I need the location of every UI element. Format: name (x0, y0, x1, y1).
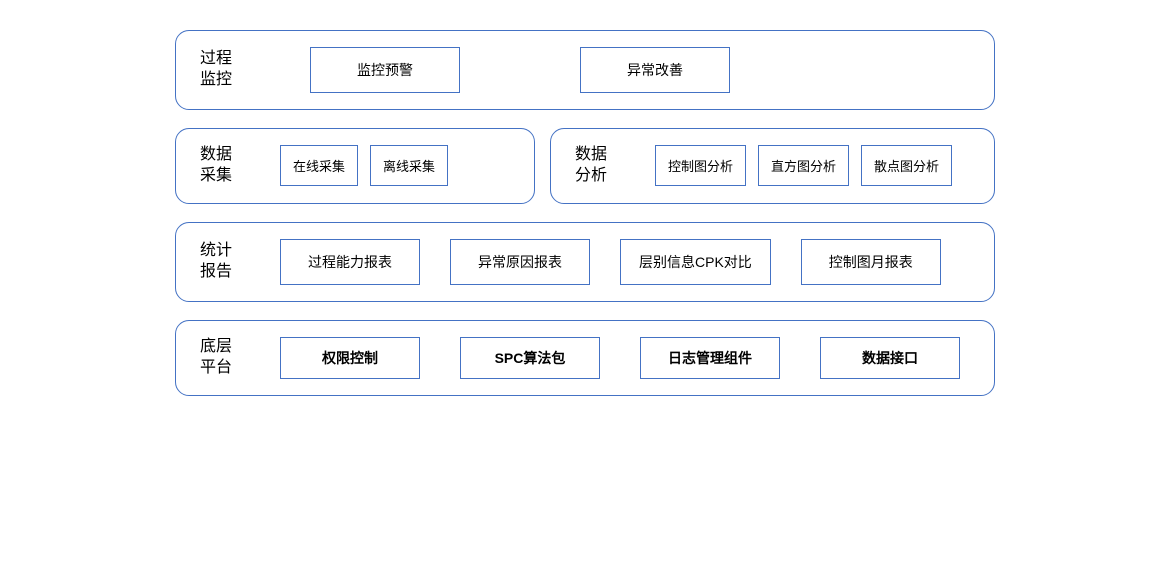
item-box: 监控预警 (310, 47, 460, 93)
title-line-1: 过程 (200, 49, 260, 70)
title-line-2: 采集 (200, 166, 260, 187)
row-base-platform: 底层 平台 权限控制 SPC算法包 日志管理组件 数据接口 (175, 320, 995, 396)
item-box: 控制图月报表 (801, 239, 941, 285)
title-line-1: 数据 (575, 145, 635, 166)
item-box: 控制图分析 (655, 145, 746, 186)
row-statistics-report: 统计 报告 过程能力报表 异常原因报表 层别信息CPK对比 控制图月报表 (175, 222, 995, 302)
item-box: 直方图分析 (758, 145, 849, 186)
item-box: 权限控制 (280, 337, 420, 379)
items-container: 权限控制 SPC算法包 日志管理组件 数据接口 (280, 337, 974, 379)
group-title: 底层 平台 (200, 337, 260, 379)
item-box: 日志管理组件 (640, 337, 780, 379)
title-line-1: 数据 (200, 145, 260, 166)
group-process-monitoring: 过程 监控 监控预警 异常改善 (175, 30, 995, 110)
item-box: SPC算法包 (460, 337, 600, 379)
items-container: 监控预警 异常改善 (280, 47, 974, 93)
title-line-2: 报告 (200, 262, 260, 283)
item-box: 散点图分析 (861, 145, 952, 186)
item-box: 层别信息CPK对比 (620, 239, 771, 285)
title-line-2: 平台 (200, 358, 260, 379)
title-line-1: 底层 (200, 337, 260, 358)
item-box: 数据接口 (820, 337, 960, 379)
group-data-collection: 数据 采集 在线采集 离线采集 (175, 128, 535, 204)
item-box: 在线采集 (280, 145, 358, 186)
title-line-1: 统计 (200, 241, 260, 262)
item-box: 离线采集 (370, 145, 448, 186)
group-base-platform: 底层 平台 权限控制 SPC算法包 日志管理组件 数据接口 (175, 320, 995, 396)
item-box: 异常原因报表 (450, 239, 590, 285)
group-title: 过程 监控 (200, 49, 260, 91)
group-title: 数据 分析 (575, 145, 635, 187)
row-data-collection-analysis: 数据 采集 在线采集 离线采集 数据 分析 控制图分析 直方图分析 散点图分析 (175, 128, 995, 204)
item-box: 过程能力报表 (280, 239, 420, 285)
item-box: 异常改善 (580, 47, 730, 93)
row-process-monitoring: 过程 监控 监控预警 异常改善 (175, 30, 995, 110)
items-container: 控制图分析 直方图分析 散点图分析 (655, 145, 974, 186)
items-container: 在线采集 离线采集 (280, 145, 514, 186)
title-line-2: 监控 (200, 70, 260, 91)
title-line-2: 分析 (575, 166, 635, 187)
group-statistics-report: 统计 报告 过程能力报表 异常原因报表 层别信息CPK对比 控制图月报表 (175, 222, 995, 302)
group-data-analysis: 数据 分析 控制图分析 直方图分析 散点图分析 (550, 128, 995, 204)
group-title: 统计 报告 (200, 241, 260, 283)
group-title: 数据 采集 (200, 145, 260, 187)
items-container: 过程能力报表 异常原因报表 层别信息CPK对比 控制图月报表 (280, 239, 974, 285)
